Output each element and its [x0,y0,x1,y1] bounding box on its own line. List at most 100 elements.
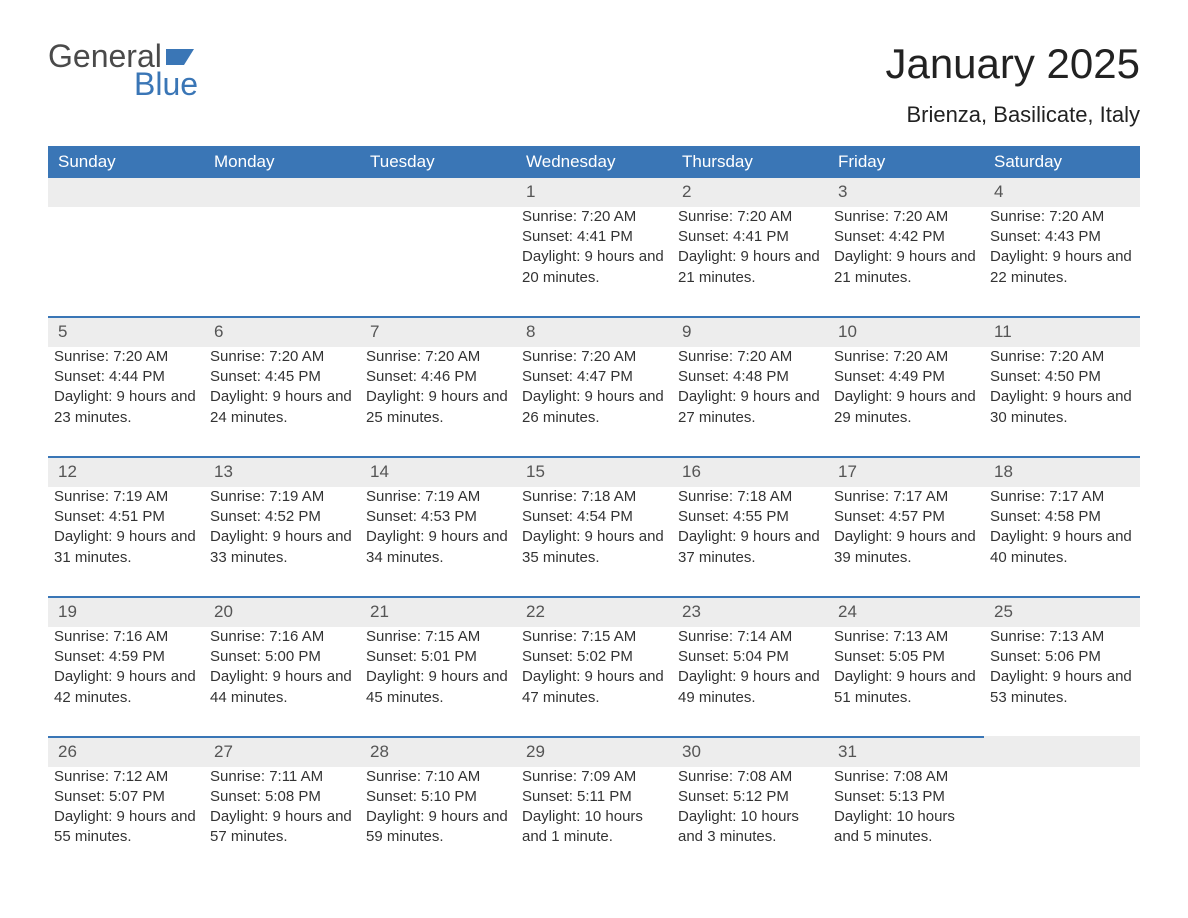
empty-day-number [204,178,360,207]
day-cell: Sunrise: 7:17 AMSunset: 4:57 PMDaylight:… [828,487,984,597]
sunset-text: Sunset: 5:06 PM [990,647,1134,667]
sunrise-text: Sunrise: 7:15 AM [366,627,510,647]
day-cell: Sunrise: 7:08 AMSunset: 5:12 PMDaylight:… [672,767,828,876]
sunset-text: Sunset: 4:44 PM [54,367,198,387]
day-number: 14 [360,457,516,487]
sunrise-text: Sunrise: 7:20 AM [834,207,978,227]
sunrise-text: Sunrise: 7:20 AM [990,347,1134,367]
daylight-text: Daylight: 9 hours and 31 minutes. [54,527,198,568]
sunrise-text: Sunrise: 7:08 AM [834,767,978,787]
sunrise-text: Sunrise: 7:13 AM [834,627,978,647]
day-number-row: 12131415161718 [48,457,1140,487]
daylight-text: Daylight: 9 hours and 29 minutes. [834,387,978,428]
day-number: 12 [48,457,204,487]
sunrise-text: Sunrise: 7:13 AM [990,627,1134,647]
day-number: 1 [516,178,672,207]
sunrise-text: Sunrise: 7:10 AM [366,767,510,787]
daylight-text: Daylight: 9 hours and 42 minutes. [54,667,198,708]
daylight-text: Daylight: 9 hours and 27 minutes. [678,387,822,428]
day-number: 4 [984,178,1140,207]
day-cell: Sunrise: 7:20 AMSunset: 4:44 PMDaylight:… [48,347,204,457]
day-number: 26 [48,737,204,767]
sunset-text: Sunset: 4:45 PM [210,367,354,387]
sunrise-text: Sunrise: 7:20 AM [210,347,354,367]
daylight-text: Daylight: 9 hours and 47 minutes. [522,667,666,708]
sunset-text: Sunset: 4:41 PM [522,227,666,247]
day-cell: Sunrise: 7:08 AMSunset: 5:13 PMDaylight:… [828,767,984,876]
day-cell: Sunrise: 7:20 AMSunset: 4:41 PMDaylight:… [516,207,672,317]
daylight-text: Daylight: 9 hours and 53 minutes. [990,667,1134,708]
day-cell: Sunrise: 7:20 AMSunset: 4:43 PMDaylight:… [984,207,1140,317]
sunrise-text: Sunrise: 7:18 AM [522,487,666,507]
page-header: General Blue January 2025 Brienza, Basil… [48,40,1140,128]
empty-day-cell [360,207,516,317]
sunset-text: Sunset: 4:42 PM [834,227,978,247]
day-cell: Sunrise: 7:16 AMSunset: 4:59 PMDaylight:… [48,627,204,737]
sunset-text: Sunset: 5:00 PM [210,647,354,667]
day-cell: Sunrise: 7:20 AMSunset: 4:49 PMDaylight:… [828,347,984,457]
day-number: 30 [672,737,828,767]
sunset-text: Sunset: 4:58 PM [990,507,1134,527]
sunset-text: Sunset: 5:04 PM [678,647,822,667]
day-cell: Sunrise: 7:19 AMSunset: 4:52 PMDaylight:… [204,487,360,597]
day-number: 6 [204,317,360,347]
day-number: 20 [204,597,360,627]
daylight-text: Daylight: 9 hours and 24 minutes. [210,387,354,428]
weekday-header: Wednesday [516,146,672,178]
sunrise-text: Sunrise: 7:14 AM [678,627,822,647]
daylight-text: Daylight: 9 hours and 55 minutes. [54,807,198,848]
sunset-text: Sunset: 5:01 PM [366,647,510,667]
day-number: 19 [48,597,204,627]
sunset-text: Sunset: 5:10 PM [366,787,510,807]
sunset-text: Sunset: 5:13 PM [834,787,978,807]
daylight-text: Daylight: 9 hours and 22 minutes. [990,247,1134,288]
day-number: 23 [672,597,828,627]
day-number: 28 [360,737,516,767]
sunrise-text: Sunrise: 7:20 AM [678,207,822,227]
day-cell: Sunrise: 7:12 AMSunset: 5:07 PMDaylight:… [48,767,204,876]
daylight-text: Daylight: 10 hours and 3 minutes. [678,807,822,848]
sunset-text: Sunset: 4:52 PM [210,507,354,527]
daylight-text: Daylight: 9 hours and 49 minutes. [678,667,822,708]
day-cell: Sunrise: 7:18 AMSunset: 4:54 PMDaylight:… [516,487,672,597]
sunrise-text: Sunrise: 7:19 AM [366,487,510,507]
sunrise-text: Sunrise: 7:20 AM [366,347,510,367]
sunset-text: Sunset: 4:59 PM [54,647,198,667]
day-number: 13 [204,457,360,487]
weekday-header-row: SundayMondayTuesdayWednesdayThursdayFrid… [48,146,1140,178]
weekday-header: Monday [204,146,360,178]
day-cell: Sunrise: 7:09 AMSunset: 5:11 PMDaylight:… [516,767,672,876]
daylight-text: Daylight: 10 hours and 5 minutes. [834,807,978,848]
day-number: 16 [672,457,828,487]
day-cell: Sunrise: 7:15 AMSunset: 5:01 PMDaylight:… [360,627,516,737]
daylight-text: Daylight: 9 hours and 33 minutes. [210,527,354,568]
weekday-header: Tuesday [360,146,516,178]
day-number: 18 [984,457,1140,487]
sunset-text: Sunset: 4:47 PM [522,367,666,387]
day-detail-row: Sunrise: 7:12 AMSunset: 5:07 PMDaylight:… [48,767,1140,876]
day-cell: Sunrise: 7:20 AMSunset: 4:45 PMDaylight:… [204,347,360,457]
day-number: 11 [984,317,1140,347]
sunset-text: Sunset: 5:02 PM [522,647,666,667]
weekday-header: Thursday [672,146,828,178]
day-number: 25 [984,597,1140,627]
day-cell: Sunrise: 7:14 AMSunset: 5:04 PMDaylight:… [672,627,828,737]
day-cell: Sunrise: 7:20 AMSunset: 4:47 PMDaylight:… [516,347,672,457]
sunset-text: Sunset: 4:41 PM [678,227,822,247]
calendar-table: SundayMondayTuesdayWednesdayThursdayFrid… [48,146,1140,876]
sunset-text: Sunset: 5:12 PM [678,787,822,807]
sunrise-text: Sunrise: 7:17 AM [834,487,978,507]
day-detail-row: Sunrise: 7:20 AMSunset: 4:41 PMDaylight:… [48,207,1140,317]
day-cell: Sunrise: 7:15 AMSunset: 5:02 PMDaylight:… [516,627,672,737]
page-title: January 2025 [885,40,1140,88]
weekday-header: Saturday [984,146,1140,178]
day-cell: Sunrise: 7:20 AMSunset: 4:41 PMDaylight:… [672,207,828,317]
day-cell: Sunrise: 7:13 AMSunset: 5:06 PMDaylight:… [984,627,1140,737]
sunrise-text: Sunrise: 7:20 AM [990,207,1134,227]
logo: General Blue [48,40,198,100]
empty-day-cell [48,207,204,317]
sunrise-text: Sunrise: 7:16 AM [210,627,354,647]
empty-day-number [48,178,204,207]
weekday-header: Friday [828,146,984,178]
sunrise-text: Sunrise: 7:19 AM [210,487,354,507]
